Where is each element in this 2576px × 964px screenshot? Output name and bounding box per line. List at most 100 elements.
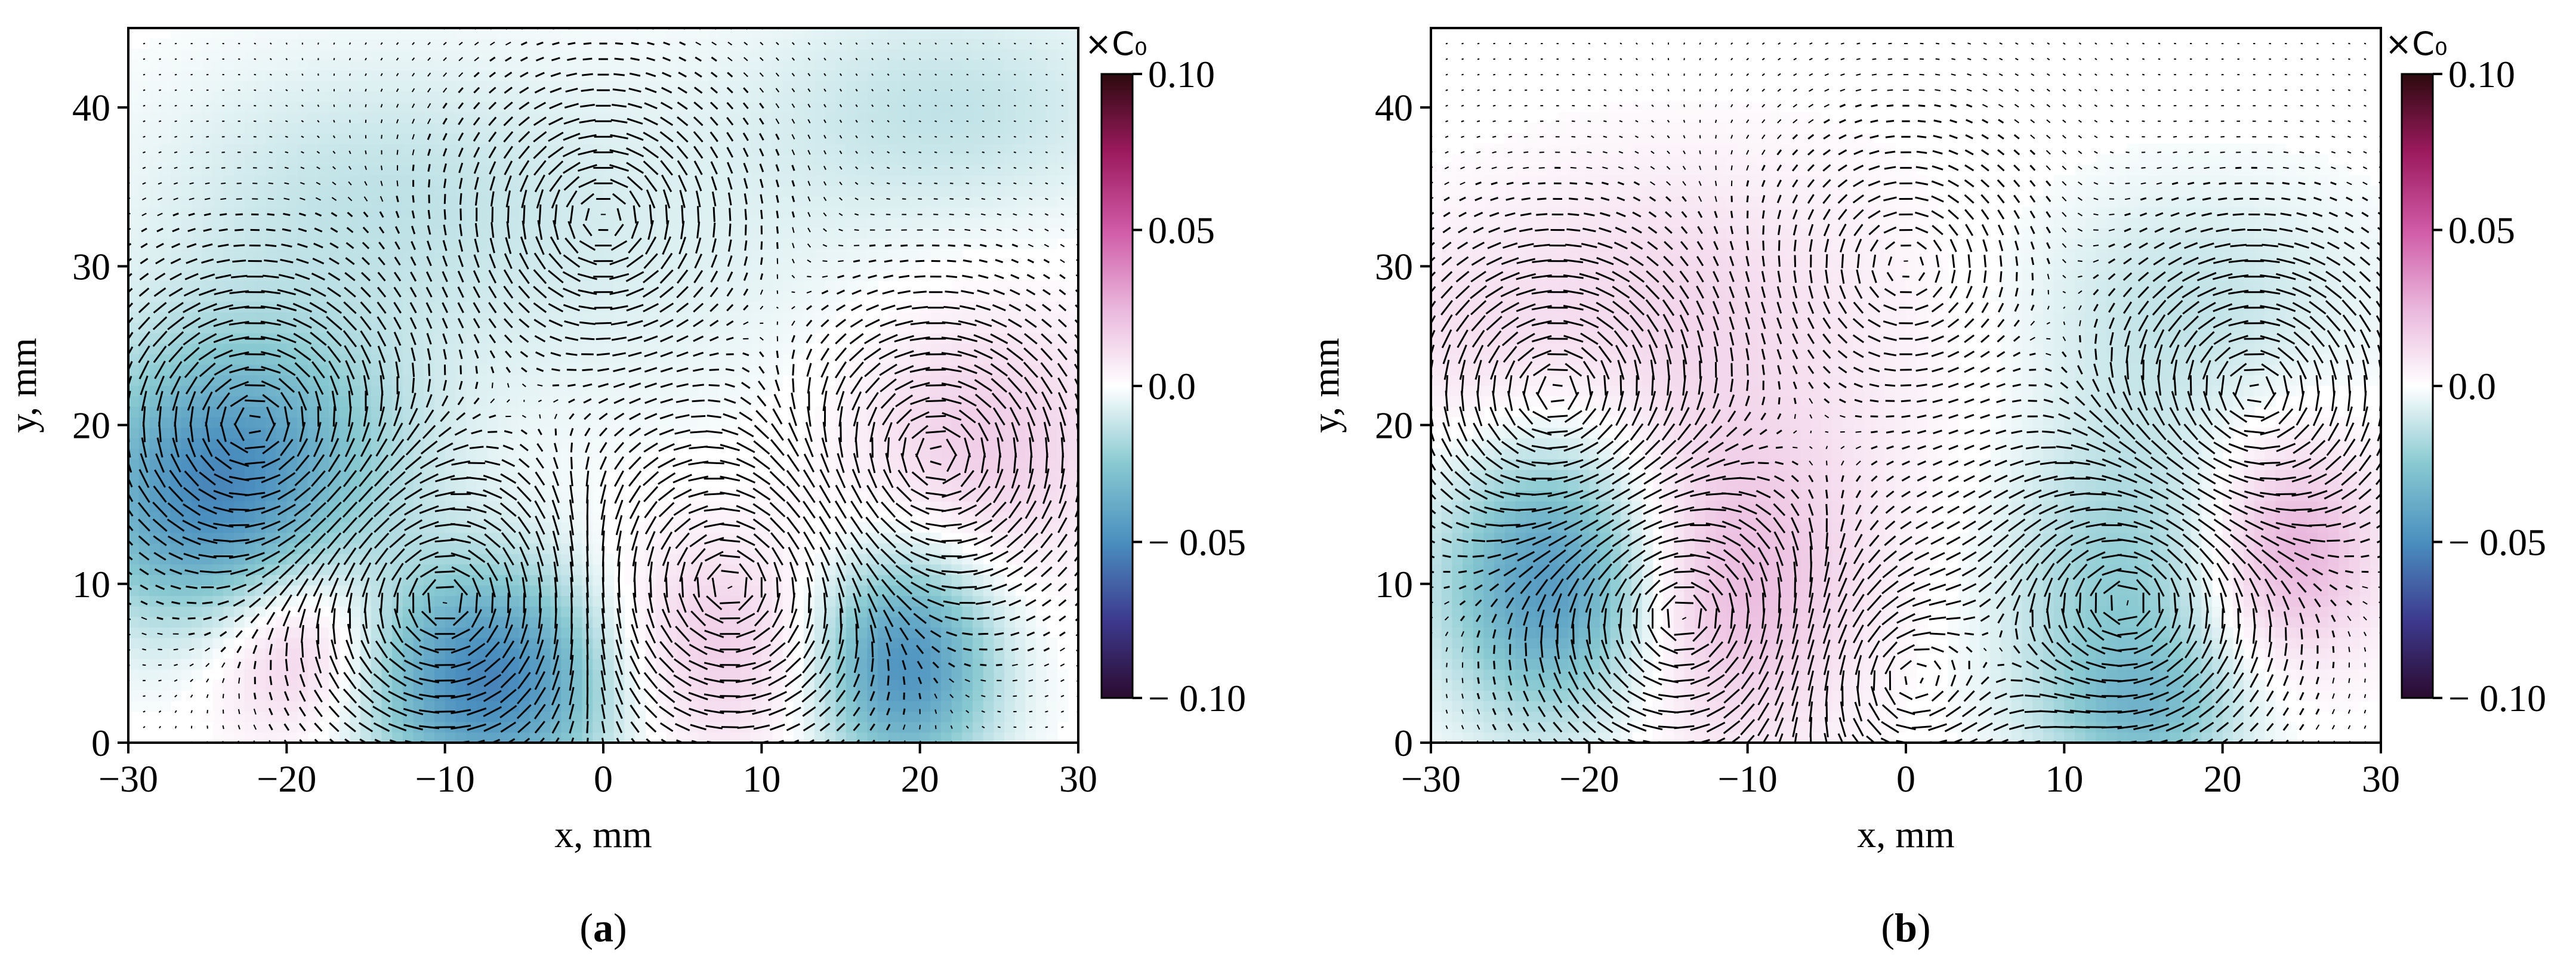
heat-cell: [888, 343, 900, 354]
heat-cell: [371, 385, 382, 397]
heat-cell: [804, 227, 815, 239]
heat-cell: [793, 322, 804, 333]
heat-cell: [772, 301, 783, 313]
heat-cell: [593, 91, 604, 103]
heat-cell: [192, 280, 203, 292]
heat-cell: [635, 522, 646, 533]
heat-cell: [244, 490, 256, 502]
heat-cell: [318, 238, 329, 249]
heat-cell: [624, 343, 635, 354]
heat-cell: [593, 322, 604, 333]
heat-cell: [266, 143, 277, 155]
heat-cell: [266, 553, 277, 565]
heat-cell: [941, 438, 952, 449]
heat-cell: [635, 81, 646, 92]
heat-cell: [856, 70, 868, 81]
heat-cell: [202, 606, 214, 617]
heat-cell: [508, 364, 520, 376]
heat-cell: [255, 690, 266, 702]
heat-cell: [508, 511, 520, 523]
heat-cell: [181, 238, 192, 249]
heat-cell: [867, 81, 878, 92]
heat-cell: [856, 427, 868, 438]
heat-cell: [392, 143, 403, 155]
heat-cell: [719, 270, 731, 281]
heat-cell: [730, 49, 741, 60]
heat-cell: [635, 175, 646, 186]
heat-cell: [899, 490, 910, 502]
heat-cell: [402, 38, 414, 50]
heat-cell: [508, 196, 520, 208]
heat-cell: [413, 81, 425, 92]
heat-cell: [571, 679, 583, 691]
heat-cell: [466, 343, 477, 354]
heat-cell: [593, 438, 604, 449]
heat-cell: [424, 511, 435, 523]
heat-cell: [804, 59, 815, 71]
heat-cell: [128, 322, 140, 333]
heat-cell: [128, 227, 140, 239]
heat-cell: [476, 595, 488, 607]
heat-cell: [244, 732, 256, 743]
heat-cell: [212, 721, 224, 733]
heat-cell: [160, 427, 171, 438]
heat-cell: [192, 49, 203, 60]
heat-cell: [318, 91, 329, 103]
heat-cell: [434, 364, 446, 376]
heat-cell: [128, 427, 140, 438]
heat-cell: [677, 91, 689, 103]
heat-cell: [424, 217, 435, 228]
heat-cell: [138, 532, 150, 543]
heat-cell: [424, 574, 435, 586]
heat-cell: [761, 206, 773, 218]
heat-cell: [856, 270, 868, 281]
heat-cell: [719, 574, 731, 586]
heat-cell: [761, 227, 773, 239]
heat-cell: [476, 354, 488, 365]
heat-cell: [476, 343, 488, 354]
heat-cell: [223, 154, 235, 165]
heat-cell: [402, 81, 414, 92]
heat-cell: [286, 154, 298, 165]
heat-cell: [814, 196, 826, 208]
heat-cell: [233, 732, 245, 743]
heat-cell: [455, 186, 467, 197]
heat-cell: [223, 574, 235, 586]
heat-cell: [519, 416, 530, 428]
heat-cell: [149, 679, 161, 691]
heat-cell: [445, 354, 456, 365]
heat-cell: [730, 574, 741, 586]
heat-cell: [223, 133, 235, 144]
heat-cell: [613, 49, 625, 60]
heat-cell: [360, 227, 372, 239]
heat-cell: [814, 81, 826, 92]
heat-cell: [202, 511, 214, 523]
heat-cell: [698, 217, 709, 228]
heat-cell: [244, 469, 256, 481]
heat-cell: [582, 438, 594, 449]
heat-cell: [487, 91, 498, 103]
heat-cell: [498, 553, 509, 565]
heat-cell: [635, 690, 646, 702]
heat-cell: [487, 553, 498, 565]
heat-cell: [877, 322, 889, 333]
heat-cell: [877, 721, 889, 733]
heat-cell: [877, 343, 889, 354]
heat-cell: [539, 606, 551, 617]
heat-cell: [877, 101, 889, 113]
heat-cell: [751, 385, 763, 397]
heat-cell: [487, 49, 498, 60]
heat-cell: [761, 332, 773, 344]
heat-cell: [698, 375, 709, 386]
heat-cell: [593, 406, 604, 418]
heat-cell: [445, 206, 456, 218]
heat-cell: [192, 91, 203, 103]
heat-cell: [339, 500, 351, 512]
heat-cell: [160, 700, 171, 712]
heat-cell: [508, 595, 520, 607]
heat-cell: [793, 532, 804, 543]
heat-cell: [170, 112, 182, 123]
heat-cell: [719, 396, 731, 407]
heat-cell: [244, 375, 256, 386]
heat-cell: [899, 28, 910, 39]
